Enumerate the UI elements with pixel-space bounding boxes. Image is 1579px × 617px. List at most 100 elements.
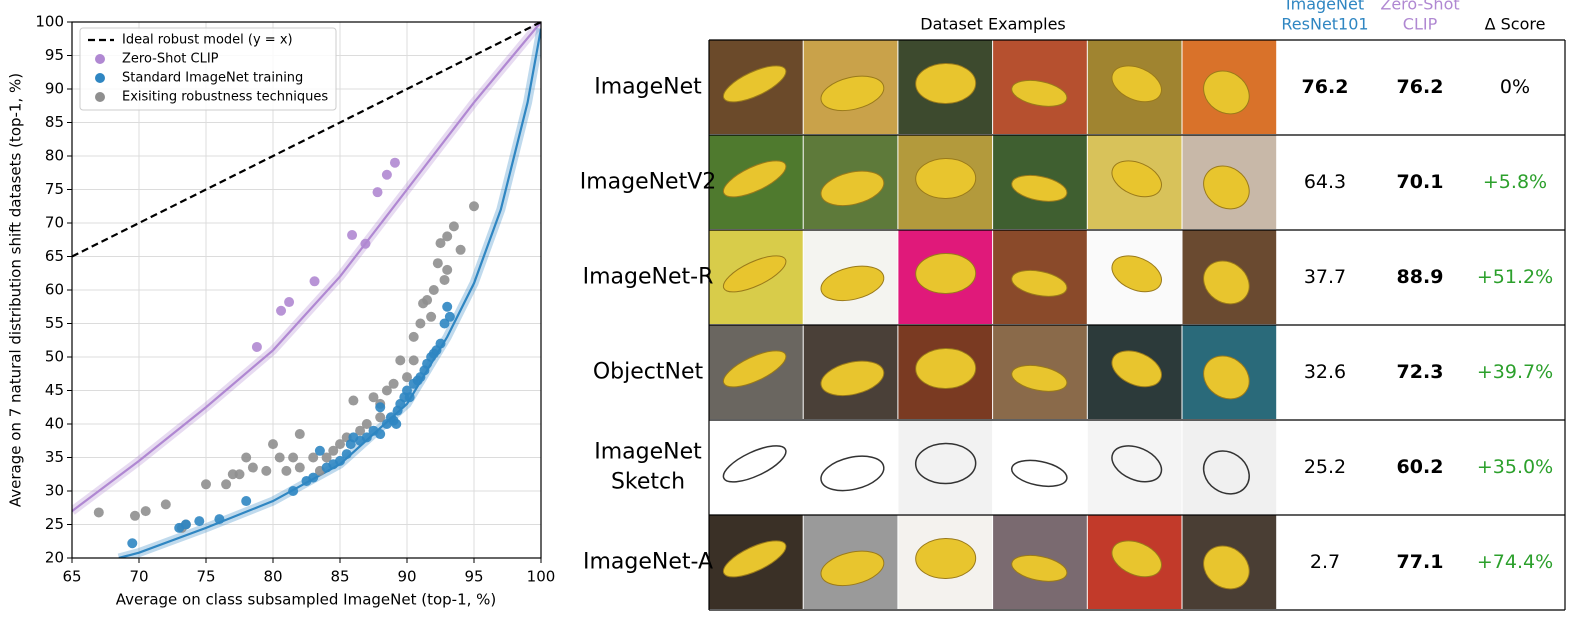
point — [408, 355, 419, 366]
y-tick-label: 80 — [45, 147, 64, 165]
dataset-name: Sketch — [611, 470, 685, 495]
y-tick-label: 70 — [45, 214, 64, 232]
delta-score: 0% — [1500, 76, 1530, 98]
x-tick-label: 90 — [397, 568, 416, 586]
point — [361, 419, 372, 429]
y-tick-label: 75 — [45, 180, 64, 198]
point — [442, 231, 453, 242]
y-tick-label: 20 — [45, 549, 64, 567]
point — [140, 506, 151, 517]
x-tick-label: 65 — [62, 568, 81, 586]
dataset-name: ImageNetV2 — [580, 170, 717, 195]
x-tick-label: 75 — [196, 568, 215, 586]
point — [241, 496, 252, 507]
legend-label: Ideal robust model (y = x) — [122, 33, 293, 48]
delta-score: +5.8% — [1483, 171, 1547, 193]
banana — [820, 455, 885, 492]
point — [388, 378, 399, 389]
banana — [1203, 545, 1250, 590]
banana — [1011, 554, 1068, 582]
clip-score: 60.2 — [1397, 456, 1444, 478]
dataset-name: ImageNet — [594, 440, 702, 465]
clip-score: 88.9 — [1397, 266, 1444, 288]
point — [160, 499, 171, 510]
point — [372, 187, 383, 198]
legend-marker — [95, 54, 105, 64]
y-tick-label: 40 — [45, 415, 64, 433]
point — [268, 439, 278, 450]
resnet-score: 2.7 — [1310, 551, 1340, 573]
y-axis-label: Average on 7 natural distribution shift … — [7, 73, 25, 507]
clip-score: 76.2 — [1397, 76, 1444, 98]
banana — [722, 160, 787, 198]
point — [284, 297, 295, 308]
point — [381, 385, 392, 396]
point — [241, 452, 252, 463]
y-tick-label: 30 — [45, 482, 64, 500]
column-header: ImageNet — [1286, 0, 1364, 14]
banana — [1111, 540, 1162, 578]
point — [288, 452, 299, 463]
banana — [722, 255, 787, 293]
banana — [1202, 450, 1250, 495]
y-tick-label: 25 — [45, 515, 64, 533]
y-tick-label: 60 — [45, 281, 64, 299]
point — [294, 429, 305, 440]
banana — [820, 265, 885, 302]
banana — [915, 157, 977, 200]
point — [348, 395, 359, 406]
resnet-score: 37.7 — [1304, 266, 1346, 288]
point — [314, 445, 325, 456]
banana — [1203, 70, 1250, 115]
point — [261, 465, 272, 476]
x-tick-label: 95 — [464, 568, 483, 586]
banana — [1011, 269, 1068, 297]
point — [308, 472, 319, 483]
point — [439, 318, 450, 329]
banana — [1203, 260, 1250, 305]
point — [448, 221, 459, 232]
point — [368, 392, 379, 403]
point — [426, 311, 437, 322]
point — [469, 201, 479, 212]
banana — [1203, 165, 1250, 210]
point — [276, 305, 287, 316]
point — [361, 432, 372, 443]
example-image — [1087, 420, 1182, 514]
point — [214, 514, 225, 525]
column-header: CLIP — [1403, 15, 1438, 34]
point — [335, 439, 345, 450]
y-tick-label: 65 — [45, 247, 64, 265]
point — [247, 462, 258, 473]
point — [274, 452, 285, 463]
point — [251, 341, 262, 352]
point — [435, 338, 446, 349]
banana — [820, 550, 885, 587]
dataset-name: ImageNet-R — [583, 265, 714, 290]
resnet-score: 64.3 — [1304, 171, 1346, 193]
y-tick-label: 55 — [45, 314, 64, 332]
fit-curve — [118, 28, 541, 558]
point — [335, 455, 345, 466]
point — [381, 169, 392, 180]
point — [442, 301, 453, 312]
point — [221, 479, 232, 490]
plot-area — [72, 22, 541, 558]
point — [201, 479, 211, 490]
column-header: ResNet101 — [1281, 15, 1368, 34]
point — [294, 462, 305, 473]
banana — [1111, 255, 1162, 293]
point — [435, 238, 446, 249]
example-image — [709, 420, 803, 514]
y-tick-label: 95 — [45, 46, 64, 64]
point — [194, 516, 205, 527]
banana — [1111, 160, 1162, 198]
x-axis-label: Average on class subsampled ImageNet (to… — [116, 591, 497, 609]
point — [455, 244, 466, 255]
y-tick-label: 100 — [35, 13, 64, 31]
banana — [1010, 459, 1068, 488]
example-image — [803, 420, 898, 514]
banana — [722, 445, 787, 483]
banana — [820, 75, 885, 112]
delta-score: +74.4% — [1477, 551, 1553, 573]
